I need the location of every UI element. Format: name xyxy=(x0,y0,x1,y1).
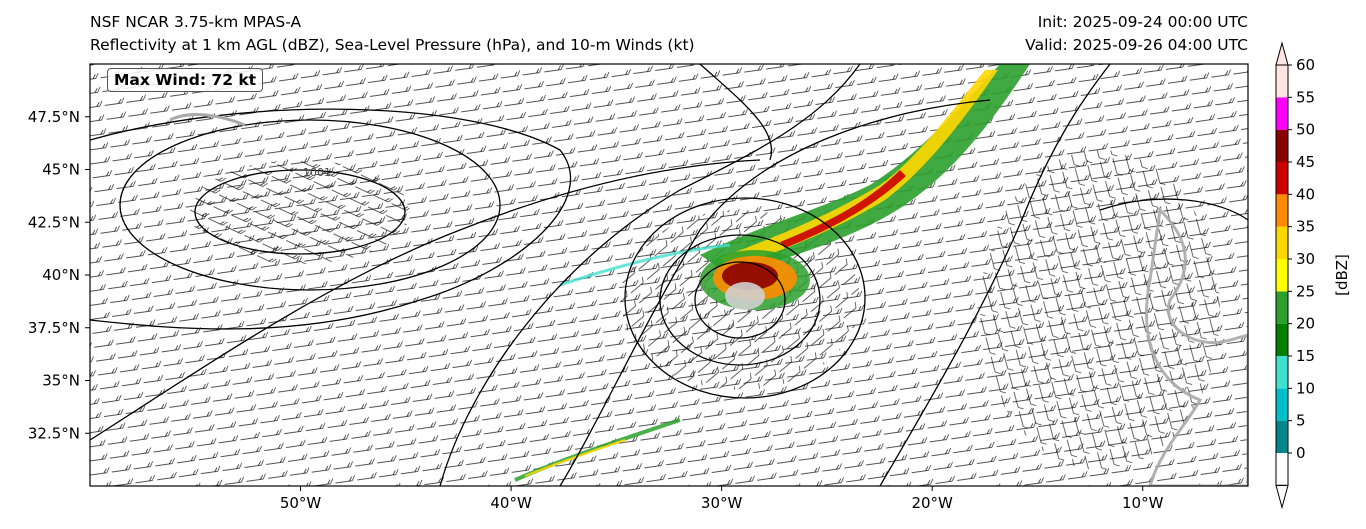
colorbar-label: [dBZ] xyxy=(1333,254,1351,296)
colorbar-tick-label: 60 xyxy=(1296,56,1315,74)
colorbar-tick-label: 30 xyxy=(1296,250,1315,268)
coastline xyxy=(1145,206,1248,486)
lat-tick-label: 45°N xyxy=(42,161,80,179)
colorbar-tick-label: 25 xyxy=(1296,282,1315,300)
colorbar-segment xyxy=(1276,129,1288,162)
lon-tick-label: 30°W xyxy=(701,494,743,512)
colorbar-segment xyxy=(1276,291,1288,324)
colorbar-extend-min xyxy=(1275,484,1289,510)
longitude-axis: 50°W 40°W 30°W 20°W 10°W xyxy=(280,486,1164,512)
colorbar-segment xyxy=(1276,226,1288,259)
colorbar-segment xyxy=(1276,97,1288,130)
colorbar-segment xyxy=(1276,388,1288,421)
latitude-axis: 47.5°N 45°N 42.5°N 40°N 37.5°N 35°N 32.5°N xyxy=(28,108,90,442)
coastline-north xyxy=(169,113,246,127)
cyclone-core xyxy=(700,250,810,310)
colorbar-tick-label: 35 xyxy=(1296,218,1315,236)
colorbar-tick-label: 45 xyxy=(1296,153,1315,171)
colorbar-extend-max xyxy=(1275,41,1289,66)
lat-tick-label: 32.5°N xyxy=(28,424,80,442)
colorbar-segment xyxy=(1276,420,1288,453)
lon-tick-label: 50°W xyxy=(280,494,322,512)
lat-tick-label: 40°N xyxy=(42,266,80,284)
colorbar-tick-label: 20 xyxy=(1296,315,1315,333)
pressure-contours xyxy=(90,64,1248,486)
lat-tick-label: 35°N xyxy=(42,372,80,390)
lon-tick-label: 40°W xyxy=(490,494,532,512)
colorbar-tick-label: 5 xyxy=(1296,412,1306,430)
colorbar-segment xyxy=(1276,323,1288,356)
lon-tick-label: 10°W xyxy=(1122,494,1164,512)
colorbar-segment xyxy=(1276,453,1288,486)
lat-tick-label: 42.5°N xyxy=(28,213,80,231)
colorbar-segment xyxy=(1276,194,1288,227)
colorbar-tick-label: 40 xyxy=(1296,185,1315,203)
lat-tick-label: 47.5°N xyxy=(28,108,80,126)
init-time: Init: 2025-09-24 00:00 UTC xyxy=(1037,13,1248,31)
lat-tick-label: 37.5°N xyxy=(28,319,80,337)
colorbar-segment xyxy=(1276,356,1288,389)
pressure-contour-label: 1001 xyxy=(303,166,331,179)
title-fields: Reflectivity at 1 km AGL (dBZ), Sea-Leve… xyxy=(90,36,695,54)
valid-time: Valid: 2025-09-26 04:00 UTC xyxy=(1025,36,1248,54)
max-wind-annotation: Max Wind: 72 kt xyxy=(107,68,264,92)
lon-tick-label: 20°W xyxy=(911,494,953,512)
colorbar-segment xyxy=(1276,162,1288,195)
colorbar-tick-label: 55 xyxy=(1296,88,1315,106)
title-model: NSF NCAR 3.75-km MPAS-A xyxy=(90,13,302,31)
colorbar-segment xyxy=(1276,65,1288,98)
colorbar-tick-label: 15 xyxy=(1296,347,1315,365)
colorbar-tick-label: 0 xyxy=(1296,444,1306,462)
reflectivity-band xyxy=(559,64,1030,287)
colorbar-segment xyxy=(1276,259,1288,292)
map-plot-area: 1001 xyxy=(90,64,1248,486)
colorbar-tick-label: 50 xyxy=(1296,121,1315,139)
colorbar-frame xyxy=(1275,64,1289,486)
colorbar-tick-label: 10 xyxy=(1296,379,1315,397)
colorbar: 0 5 10 15 20 25 30 35 40 45 50 55 60 [dBZ] xyxy=(1275,41,1351,510)
